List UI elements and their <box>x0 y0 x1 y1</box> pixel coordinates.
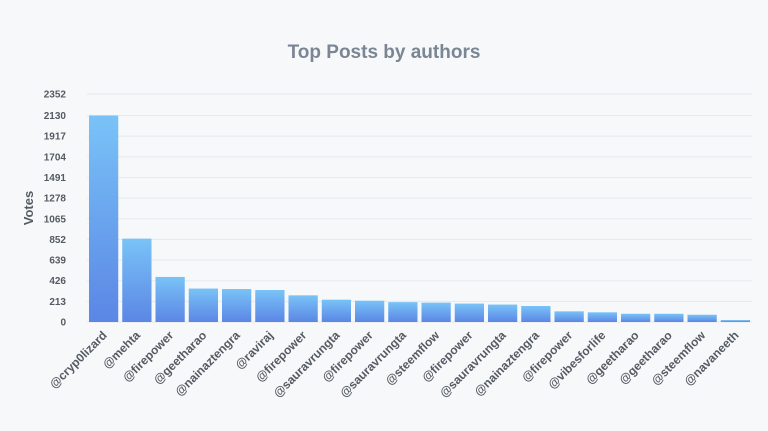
bar[interactable] <box>521 306 551 322</box>
y-tick-label: 1491 <box>44 173 67 184</box>
bar[interactable] <box>421 302 451 322</box>
bar[interactable] <box>255 290 285 322</box>
y-tick-label: 426 <box>49 276 66 287</box>
bars <box>89 115 750 322</box>
bar[interactable] <box>355 300 385 322</box>
bar[interactable] <box>587 312 617 322</box>
y-tick-label: 639 <box>49 256 66 267</box>
y-tick-label: 852 <box>49 235 66 246</box>
bar[interactable] <box>621 313 651 322</box>
bar[interactable] <box>89 115 119 322</box>
x-axis-labels: @cryp0lizard@mehta@firepower@geetharao@n… <box>47 328 742 400</box>
y-tick-label: 1278 <box>44 194 67 205</box>
bar[interactable] <box>155 276 185 322</box>
y-tick-label: 0 <box>60 318 66 329</box>
bar[interactable] <box>222 289 252 322</box>
bar[interactable] <box>288 295 318 322</box>
y-tick-label: 1065 <box>44 214 67 225</box>
bar[interactable] <box>122 238 152 322</box>
bar[interactable] <box>488 304 518 322</box>
grid-lines <box>87 93 752 323</box>
bar[interactable] <box>554 311 584 322</box>
bar[interactable] <box>321 299 351 322</box>
bar[interactable] <box>687 314 717 322</box>
bar[interactable] <box>188 288 218 322</box>
bar[interactable] <box>720 320 750 322</box>
chart-title: Top Posts by authors <box>287 42 481 63</box>
y-tick-label: 2130 <box>44 111 67 122</box>
y-tick-label: 213 <box>49 297 66 308</box>
bar[interactable] <box>654 313 684 322</box>
bar[interactable] <box>388 302 418 322</box>
y-tick-label: 1704 <box>44 152 67 163</box>
y-tick-label: 1917 <box>44 132 67 143</box>
bar[interactable] <box>454 303 484 322</box>
y-axis-title: Votes <box>21 191 36 225</box>
y-axis-ticks: 0 213 426 639 852 1065 1278 1491 1704 1917 2130 235… <box>44 90 67 329</box>
y-tick-label: 2352 <box>44 90 67 101</box>
